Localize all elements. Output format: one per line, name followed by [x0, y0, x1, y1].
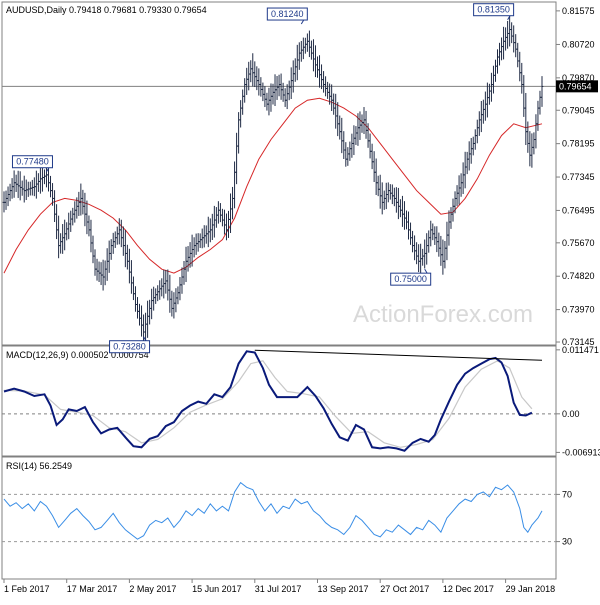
watermark: ActionForex.com — [353, 301, 533, 328]
last-price-tag-box — [556, 80, 598, 93]
price-tick-label: 0.77345 — [562, 172, 595, 182]
last-price-tag: 0.79654 — [556, 80, 598, 93]
x-tick-label: 1 Feb 2017 — [4, 584, 50, 594]
macd-axis: 0.011471 0.00 -0.006913 — [2, 345, 600, 457]
macd-line — [3, 350, 533, 452]
macd-panel-frame — [1, 345, 557, 457]
x-tick-label: 13 Sep 2017 — [317, 584, 368, 594]
x-axis: 1 Feb 2017 17 Mar 2017 2 May 2017 15 Jun 20… — [3, 579, 556, 594]
macd-panel-title: MACD(12,26,9) 0.000502 0.000754 — [6, 350, 149, 360]
price-tick-label: 0.81575 — [562, 6, 595, 16]
price-panel-title: AUDUSD,Daily 0.79418 0.79681 0.79330 0.7… — [6, 5, 207, 15]
macd-tick-label: -0.006913 — [562, 447, 600, 457]
annotation-box — [109, 340, 151, 354]
price-tick-label: 0.75670 — [562, 238, 595, 248]
price-tick-label: 0.80720 — [562, 39, 595, 49]
annotation-label: 0.77480 — [16, 157, 49, 167]
x-tick-label: 2 May 2017 — [129, 584, 176, 594]
price-tick-label: 0.79045 — [562, 105, 595, 115]
rsi-layer — [3, 481, 543, 540]
price-tick-label: 0.76495 — [562, 205, 595, 215]
x-tick-label: 31 Jul 2017 — [255, 584, 302, 594]
price-tick-label: 0.79870 — [562, 73, 595, 83]
rsi-tick-label: 70 — [562, 489, 572, 499]
rsi-panel-title: RSI(14) 56.2549 — [6, 461, 72, 471]
annotation-box — [11, 155, 53, 169]
price-tick-label: 0.74820 — [562, 271, 595, 281]
last-price-tag-text: 0.79654 — [559, 81, 592, 91]
x-tick-label: 29 Jan 2018 — [506, 584, 556, 594]
annotation-box — [266, 7, 308, 21]
x-tick-label: 12 Dec 2017 — [443, 584, 494, 594]
rsi-axis: 70 30 — [2, 489, 572, 547]
x-tick-label: 27 Oct 2017 — [380, 584, 429, 594]
price-tick-label: 0.73145 — [562, 337, 595, 347]
annotation-label: 0.75000 — [394, 274, 427, 284]
price-panel-frame — [1, 1, 557, 346]
macd-tick-label: 0.00 — [562, 409, 580, 419]
price-annotations: 0.77480 0.73280 0.81240 0.75000 0.81350 — [11, 3, 515, 354]
rsi-panel-frame — [1, 456, 557, 580]
price-layer — [2, 14, 544, 343]
macd-signal-line — [3, 360, 533, 448]
macd-tick-label: 0.011471 — [562, 345, 599, 355]
annotation-box — [473, 3, 515, 17]
price-axis: 0.81575 0.80720 0.79870 0.79045 0.78195 0.773… — [556, 6, 595, 347]
annotation-label: 0.73280 — [113, 342, 146, 352]
annotation-label: 0.81350 — [477, 5, 510, 15]
x-tick-label: 15 Jun 2017 — [192, 584, 242, 594]
x-tick-label: 17 Mar 2017 — [67, 584, 118, 594]
price-tick-label: 0.73970 — [562, 305, 595, 315]
rsi-line — [3, 481, 543, 540]
annotation-label: 0.81240 — [271, 9, 304, 19]
price-tick-label: 0.78195 — [562, 139, 595, 149]
macd-layer — [3, 349, 543, 452]
macd-trendline — [254, 349, 543, 361]
rsi-tick-label: 30 — [562, 537, 572, 547]
annotation-box — [390, 272, 432, 286]
